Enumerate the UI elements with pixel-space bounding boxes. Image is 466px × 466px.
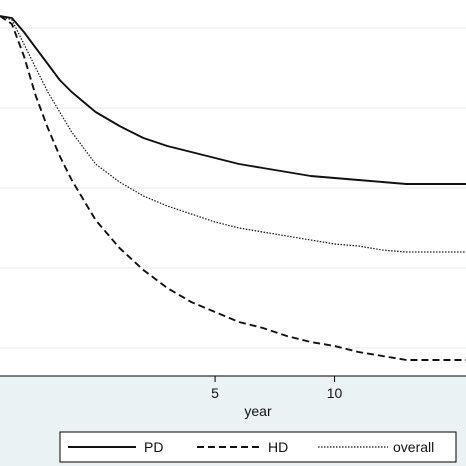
series-line-pd xyxy=(0,15,466,185)
x-tick-label-0: 5 xyxy=(211,385,219,401)
legend-label-pd: PD xyxy=(144,439,163,455)
series-lines xyxy=(0,15,466,361)
legend-label-overall: overall xyxy=(393,439,434,455)
grid-lines xyxy=(0,27,466,349)
legend-items: PD HD overall xyxy=(68,439,434,455)
x-axis-ticks: 5 10 xyxy=(211,376,343,401)
x-tick-label-1: 10 xyxy=(327,385,343,401)
series-line-hd xyxy=(0,15,466,361)
series-line-overall xyxy=(0,15,466,253)
legend-label-hd: HD xyxy=(268,439,288,455)
x-axis-title: year xyxy=(244,403,272,419)
legend: PD HD overall xyxy=(59,431,457,463)
